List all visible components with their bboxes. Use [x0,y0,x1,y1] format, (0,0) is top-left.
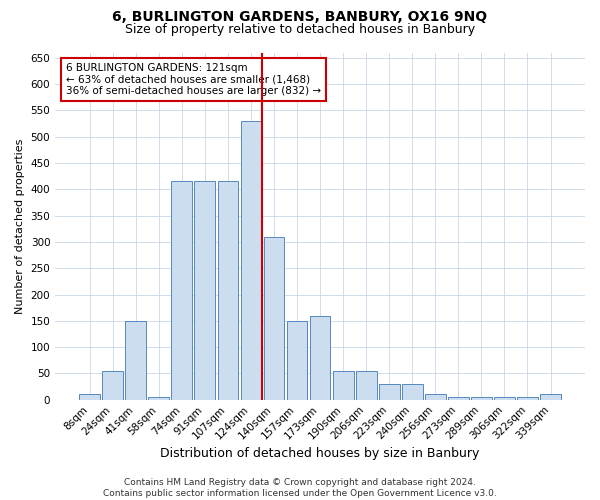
Bar [102,371,123,400]
X-axis label: Distribution of detached houses by size in Banbury: Distribution of detached houses by size … [160,447,480,460]
Bar [494,397,515,400]
Bar [310,316,331,400]
Bar [148,397,169,400]
Bar [218,182,238,400]
Bar [517,397,538,400]
Bar [425,394,446,400]
Text: Contains HM Land Registry data © Crown copyright and database right 2024.
Contai: Contains HM Land Registry data © Crown c… [103,478,497,498]
Bar [333,371,353,400]
Bar [125,321,146,400]
Bar [471,397,492,400]
Bar [448,397,469,400]
Bar [356,371,377,400]
Bar [402,384,422,400]
Bar [79,394,100,400]
Bar [194,182,215,400]
Text: 6 BURLINGTON GARDENS: 121sqm
← 63% of detached houses are smaller (1,468)
36% of: 6 BURLINGTON GARDENS: 121sqm ← 63% of de… [66,63,321,96]
Bar [241,121,262,400]
Y-axis label: Number of detached properties: Number of detached properties [15,138,25,314]
Bar [379,384,400,400]
Bar [287,321,307,400]
Text: Size of property relative to detached houses in Banbury: Size of property relative to detached ho… [125,22,475,36]
Text: 6, BURLINGTON GARDENS, BANBURY, OX16 9NQ: 6, BURLINGTON GARDENS, BANBURY, OX16 9NQ [112,10,488,24]
Bar [540,394,561,400]
Bar [263,236,284,400]
Bar [172,182,192,400]
